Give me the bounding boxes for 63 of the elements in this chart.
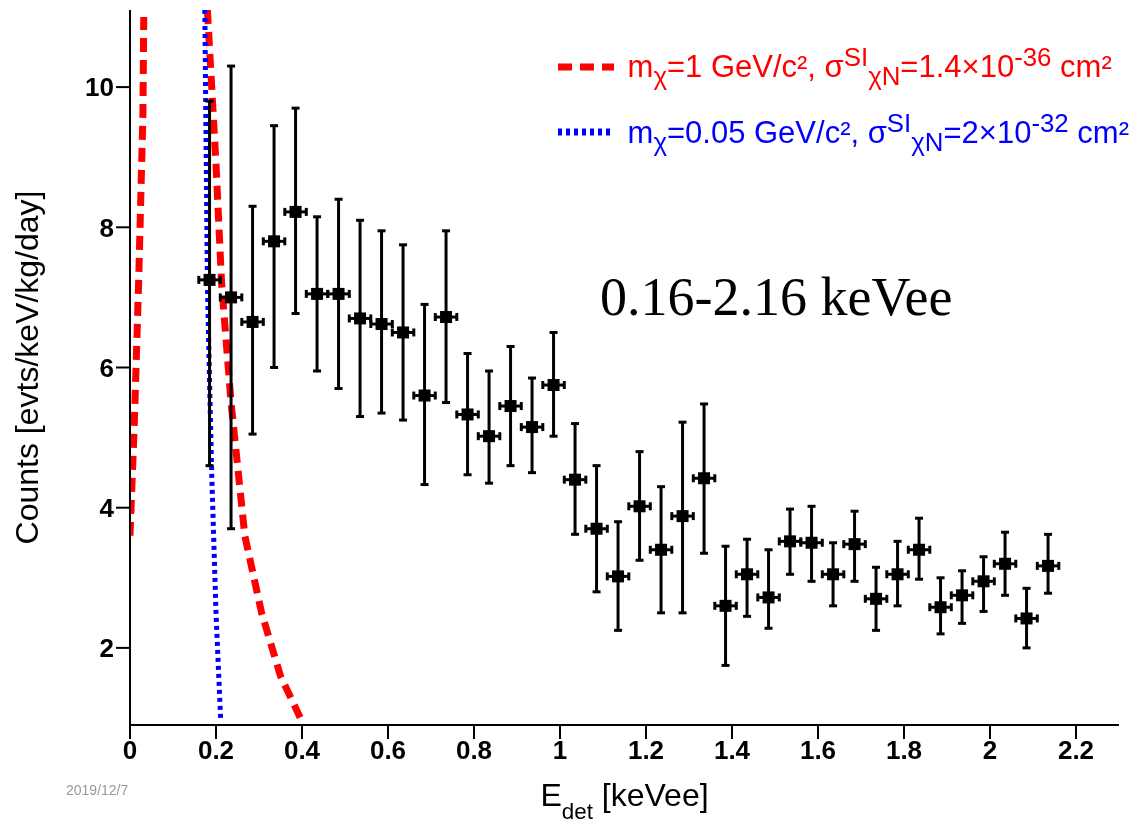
point (633, 500, 646, 513)
x-tick-label: 1.8 (885, 735, 923, 766)
text: 2019/12/7 (66, 782, 129, 798)
x-axis-title: E$_{det}$ [keVee] (540, 777, 709, 824)
x-tick-label: 0 (122, 735, 138, 766)
annotation: 0.16-2.16 keVee (600, 266, 953, 328)
x-tick-label: 0.6 (369, 735, 407, 766)
point (827, 568, 840, 581)
point (526, 421, 539, 434)
point (1042, 559, 1055, 572)
point (440, 311, 453, 324)
point (956, 589, 969, 602)
point (612, 570, 625, 583)
point (354, 312, 367, 325)
point (891, 568, 904, 581)
point (246, 315, 259, 328)
point (977, 575, 990, 588)
x-tick-label: 0.8 (455, 735, 493, 766)
point (805, 536, 818, 549)
x-tick-label: 2.2 (1057, 735, 1095, 766)
point (913, 543, 926, 556)
point (203, 273, 216, 286)
y-tick-label: 8 (99, 212, 114, 243)
point (741, 568, 754, 581)
point (332, 287, 345, 300)
point (762, 591, 775, 604)
legend-label: m$_{χ}$=1 GeV/c², σ$^{SI}$$_{χN}$=1.4×10$^{-36}$ cm² (627, 43, 1112, 91)
y-tick-label: 2 (99, 633, 114, 664)
x-tick-label: 1.4 (713, 735, 751, 766)
point (418, 389, 431, 402)
point (547, 379, 560, 392)
point (1020, 612, 1033, 625)
y-tick-label: 6 (99, 352, 114, 383)
point (590, 522, 603, 535)
x-tick-label: 1.2 (627, 735, 665, 766)
point (268, 235, 281, 248)
point (655, 543, 668, 556)
legend-label: m$_{χ}$=0.05 GeV/c², σ$^{SI}$$_{χN}$=2×10$^{-32}$ cm² (627, 108, 1129, 157)
point (999, 557, 1012, 570)
point (461, 408, 474, 421)
point (397, 326, 410, 339)
y-tick-label: 10 (85, 72, 114, 103)
point (870, 592, 883, 605)
y-tick-label: 4 (99, 492, 115, 523)
point (375, 318, 388, 331)
point (784, 535, 797, 548)
point (311, 287, 324, 300)
point (483, 430, 496, 443)
point (698, 472, 711, 485)
point (569, 473, 582, 486)
point (225, 291, 238, 304)
x-tick-label: 0.4 (283, 735, 321, 766)
point (676, 510, 689, 523)
point (504, 400, 517, 413)
point (719, 599, 732, 612)
y-axis-title: Counts [evts/keV/kg/day] (9, 190, 45, 545)
x-tick-label: 0.2 (197, 735, 235, 766)
point (934, 601, 947, 614)
x-tick-label: 2 (982, 735, 998, 766)
point (289, 205, 302, 218)
x-tick-label: 1 (552, 735, 568, 766)
point (848, 538, 861, 551)
x-tick-label: 1.6 (799, 735, 837, 766)
